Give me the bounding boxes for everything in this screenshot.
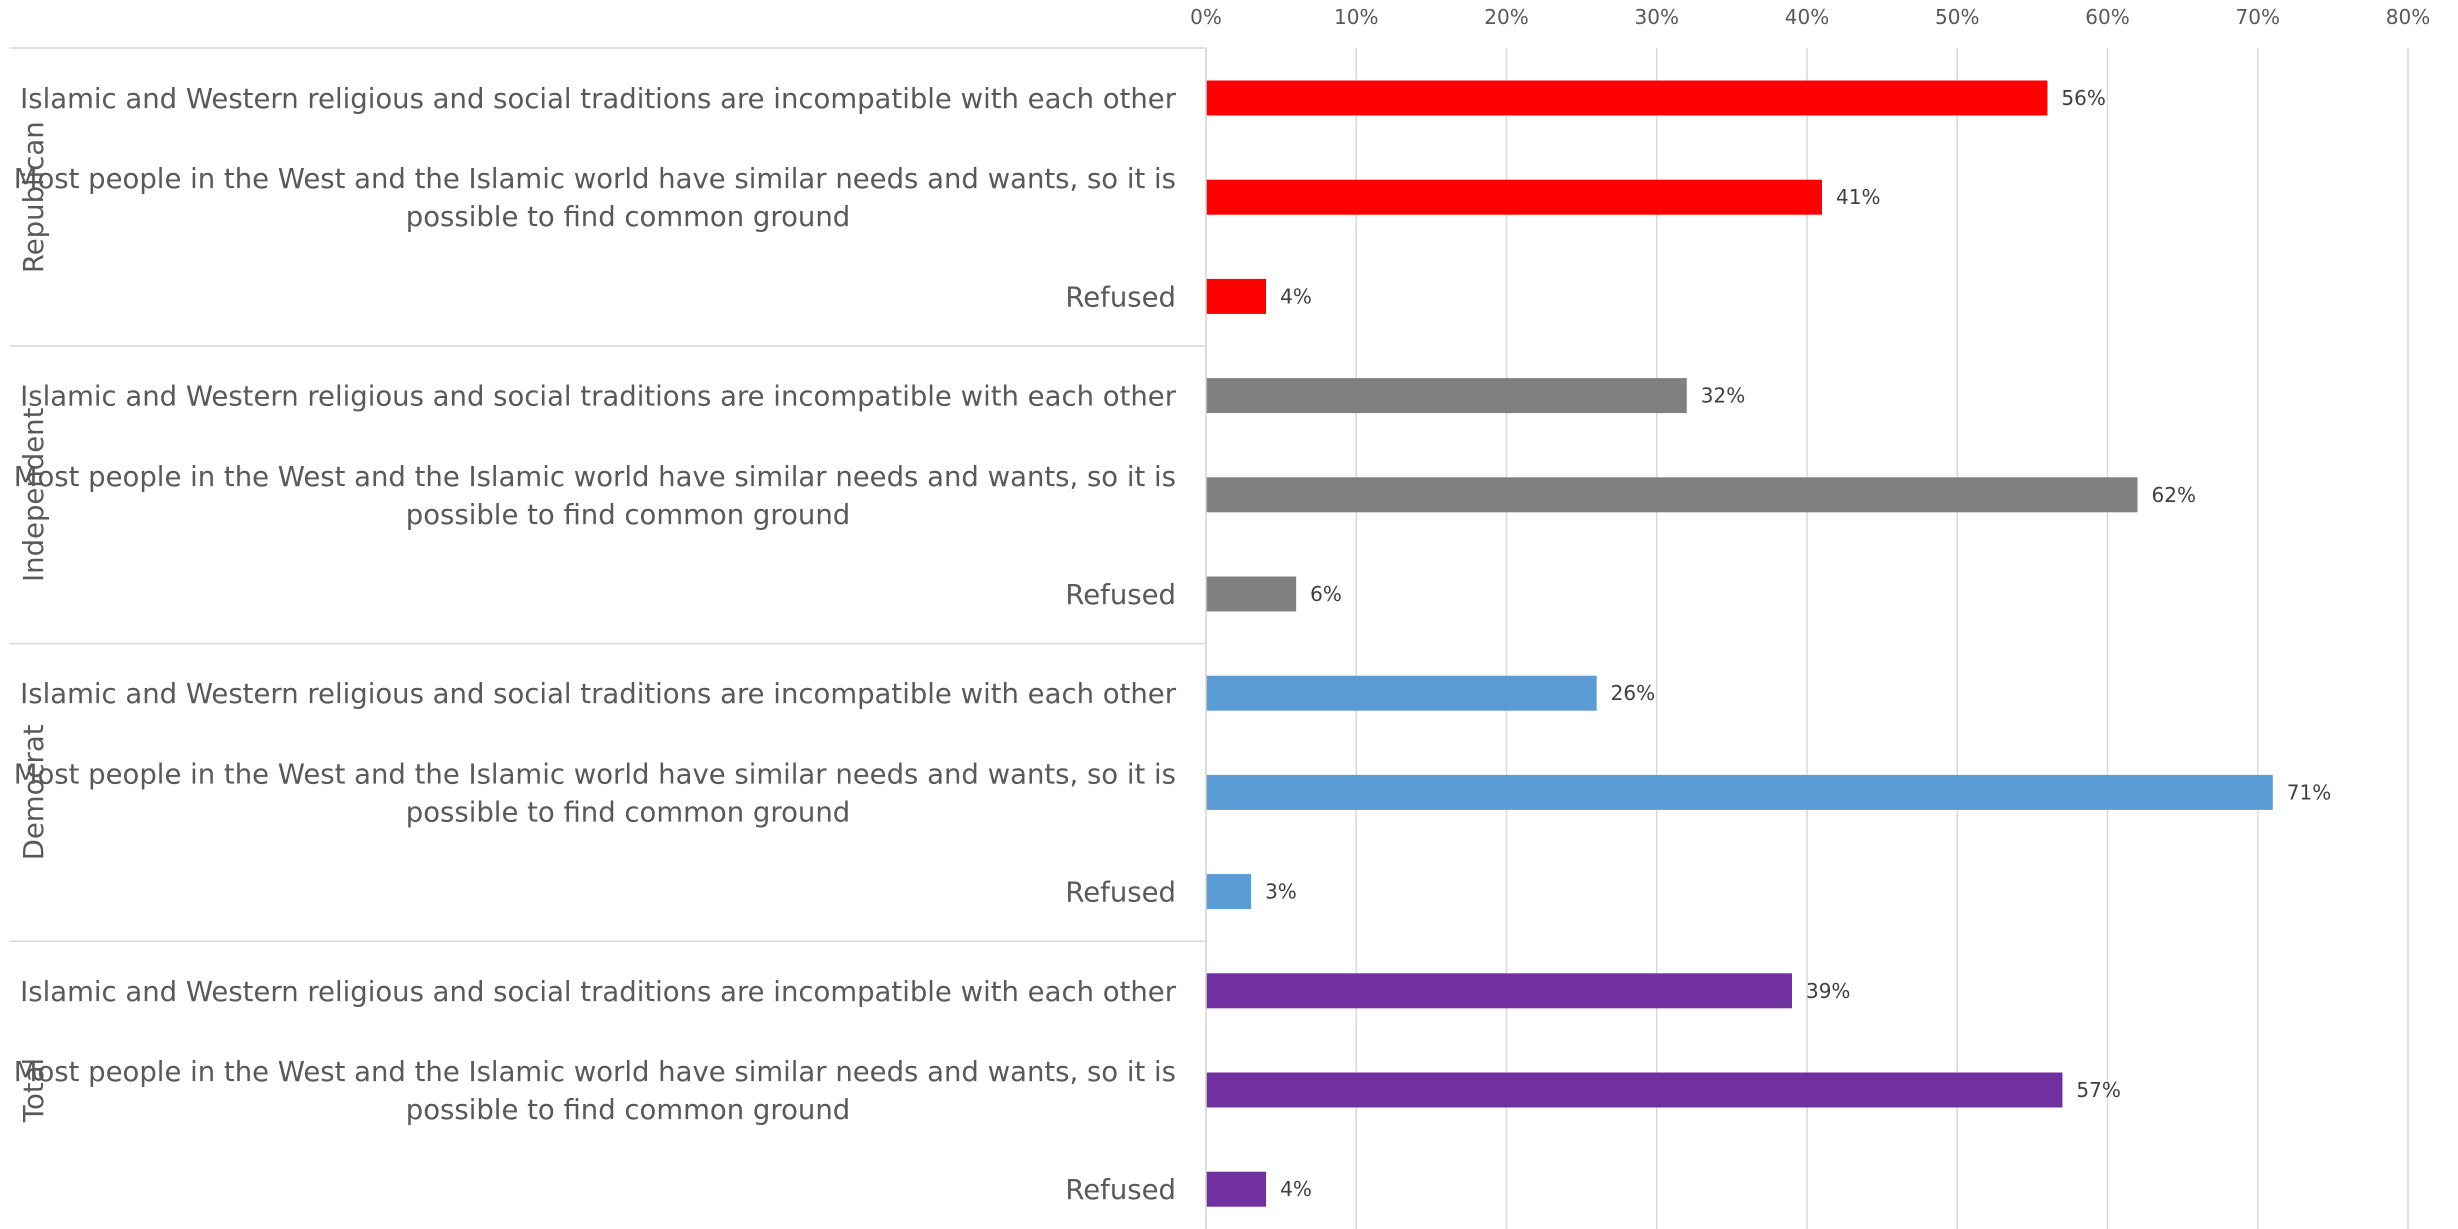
category-label: Refused (1065, 1174, 1176, 1206)
data-label: 26% (1611, 681, 1655, 705)
data-label: 39% (1806, 979, 1850, 1003)
group-label: Republican (18, 121, 50, 273)
x-tick-label: 0% (1190, 5, 1222, 29)
data-label: 71% (2287, 780, 2331, 804)
category-label: Refused (1065, 281, 1176, 313)
category-label: possible to find common ground (406, 1094, 850, 1126)
x-tick-label: 50% (1935, 5, 1979, 29)
data-label: 41% (1836, 185, 1880, 209)
bar (1206, 576, 1297, 612)
data-label: 57% (2076, 1078, 2120, 1102)
category-label: Islamic and Western religious and social… (20, 83, 1177, 115)
data-label: 6% (1310, 582, 1342, 606)
bar (1206, 675, 1597, 711)
bar (1206, 973, 1792, 1009)
x-tick-label: 10% (1334, 5, 1378, 29)
data-label: 3% (1265, 880, 1297, 904)
data-label: 4% (1280, 284, 1312, 308)
category-label: Most people in the West and the Islamic … (14, 461, 1176, 493)
group-label: Independent (18, 407, 50, 582)
x-tick-label: 30% (1635, 5, 1679, 29)
bar (1206, 378, 1687, 414)
category-label: Most people in the West and the Islamic … (14, 163, 1176, 195)
bar (1206, 774, 2273, 810)
category-label: Islamic and Western religious and social… (20, 678, 1177, 710)
bar (1206, 874, 1252, 910)
x-tick-label: 40% (1785, 5, 1829, 29)
category-label: possible to find common ground (406, 499, 850, 531)
category-label: possible to find common ground (406, 201, 850, 233)
data-label: 4% (1280, 1177, 1312, 1201)
category-label: Most people in the West and the Islamic … (14, 758, 1176, 790)
bar (1206, 80, 2048, 116)
bar (1206, 477, 2138, 513)
bar (1206, 1072, 2063, 1108)
group-label: Total (18, 1058, 50, 1123)
x-tick-label: 20% (1484, 5, 1528, 29)
category-label: Most people in the West and the Islamic … (14, 1056, 1176, 1088)
data-label: 56% (2061, 86, 2105, 110)
category-label: Refused (1065, 579, 1176, 611)
bar (1206, 278, 1267, 314)
x-tick-label: 70% (2236, 5, 2280, 29)
data-label: 62% (2152, 483, 2196, 507)
bar (1206, 1171, 1267, 1207)
category-label: Islamic and Western religious and social… (20, 976, 1177, 1008)
category-label: possible to find common ground (406, 796, 850, 828)
category-label: Islamic and Western religious and social… (20, 381, 1177, 413)
x-tick-label: 80% (2386, 5, 2430, 29)
group-label: Democrat (18, 724, 50, 860)
bar (1206, 179, 1823, 215)
x-tick-label: 60% (2085, 5, 2129, 29)
category-label: Refused (1065, 877, 1176, 909)
data-label: 32% (1701, 384, 1745, 408)
